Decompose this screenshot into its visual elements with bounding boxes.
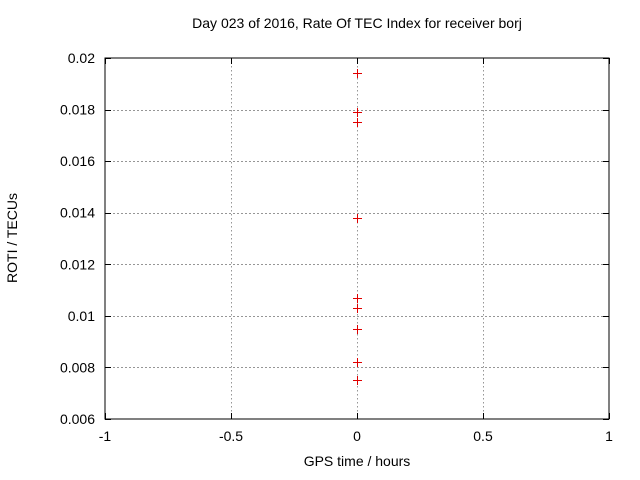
chart-title: Day 023 of 2016, Rate Of TEC Index for r… [192,15,522,31]
x-tick-label: -1 [99,428,112,444]
x-axis-label: GPS time / hours [304,453,411,469]
y-tick-label: 0.016 [60,153,95,169]
y-tick-label: 0.012 [60,256,95,272]
y-tick-label: 0.008 [60,359,95,375]
data-point-marker [353,214,362,223]
x-tick-label: -0.5 [219,428,243,444]
y-tick-label: 0.018 [60,102,95,118]
data-point-marker [353,294,362,303]
data-point-marker [353,118,362,127]
data-point-marker [353,69,362,78]
data-point-marker [353,108,362,117]
data-point-marker [353,358,362,367]
y-tick-label: 0.02 [68,50,95,66]
data-points [353,69,362,385]
data-point-marker [353,376,362,385]
plot-border [104,57,610,420]
x-tick-label: 1 [605,428,613,444]
y-axis-label: ROTI / TECUs [4,193,20,283]
tick-labels: -1 -0.5 0 0.5 1 0.006 0.008 0.01 0.012 0.014 0.016… [60,50,613,444]
x-tick-label: 0.5 [473,428,493,444]
y-tick-label: 0.01 [68,308,95,324]
y-tick-label: 0.014 [60,205,95,221]
data-point-marker [353,325,362,334]
data-point-marker [353,304,362,313]
x-tick-label: 0 [353,428,361,444]
y-tick-label: 0.006 [60,411,95,427]
